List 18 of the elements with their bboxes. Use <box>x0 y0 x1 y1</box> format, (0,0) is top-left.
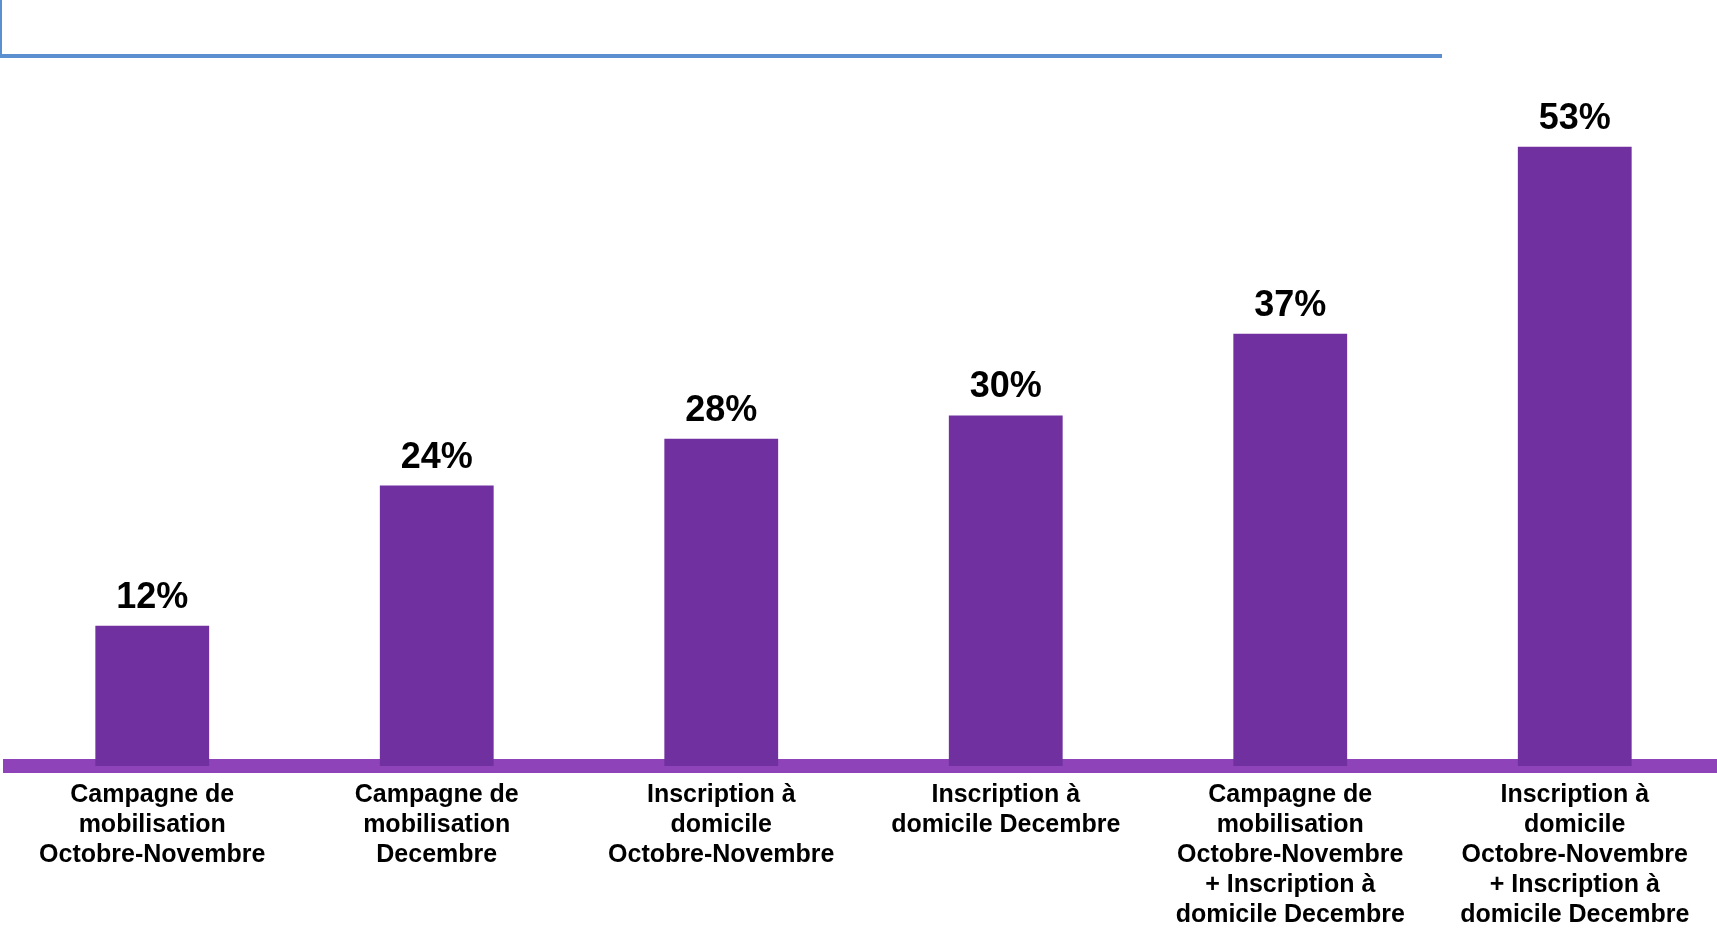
bar <box>379 485 494 766</box>
data-label: 30% <box>969 364 1042 406</box>
data-label: 28% <box>685 387 758 429</box>
x-tick-label: Campagne de mobilisation Octobre-Novembre + Inscription à domicile Decembre <box>1175 778 1405 927</box>
bar <box>664 438 779 766</box>
x-tick-label: Inscription à domicile Octobre-Novembre <box>608 778 835 867</box>
data-label: 53% <box>1538 95 1611 137</box>
bar <box>948 415 1063 766</box>
data-label: 37% <box>1254 282 1327 324</box>
data-label: 24% <box>400 434 473 476</box>
data-label: 12% <box>116 574 189 616</box>
bar <box>95 625 210 766</box>
x-tick-label: Inscription à domicile Decembre <box>891 778 1121 837</box>
bar <box>1233 333 1348 766</box>
x-tick-label: Campagne de mobilisation Octobre-Novembre <box>39 778 266 867</box>
x-tick-label: Inscription à domicile Octobre-Novembre + Inscription à domicile Decembre <box>1460 778 1690 927</box>
x-tick-label: Campagne de mobilisation Decembre <box>354 778 519 867</box>
bar <box>1517 146 1632 766</box>
